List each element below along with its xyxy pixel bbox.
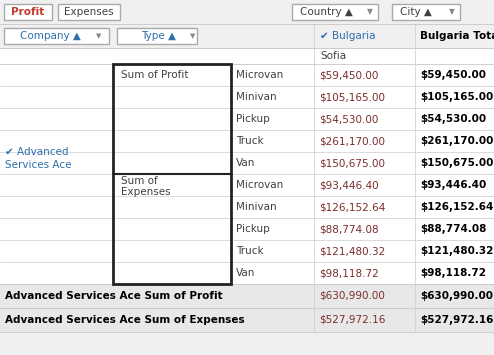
Text: $121,480.32: $121,480.32 — [319, 246, 385, 256]
Bar — [0, 308, 494, 332]
Text: $59,450.00: $59,450.00 — [420, 70, 486, 80]
Text: ✔ Bulgaria: ✔ Bulgaria — [320, 31, 375, 41]
Text: $105,165.00: $105,165.00 — [420, 92, 493, 102]
Text: $98,118.72: $98,118.72 — [420, 268, 486, 278]
Text: Expenses: Expenses — [121, 187, 170, 197]
Text: Advanced Services Ace Sum of Expenses: Advanced Services Ace Sum of Expenses — [5, 315, 245, 325]
Text: $88,774.08: $88,774.08 — [420, 224, 487, 234]
Text: City ▲: City ▲ — [400, 7, 432, 17]
Text: $93,446.40: $93,446.40 — [319, 180, 378, 190]
Text: Minivan: Minivan — [236, 202, 277, 212]
Bar — [4, 4, 52, 20]
Text: $105,165.00: $105,165.00 — [319, 92, 385, 102]
Bar — [58, 4, 120, 20]
Bar — [392, 4, 460, 20]
Text: $54,530.00: $54,530.00 — [319, 114, 378, 124]
Text: $59,450.00: $59,450.00 — [319, 70, 378, 80]
Text: $261,170.00: $261,170.00 — [319, 136, 385, 146]
Text: Type ▲: Type ▲ — [141, 31, 176, 41]
Text: $150,675.00: $150,675.00 — [319, 158, 385, 168]
Text: Sum of: Sum of — [121, 176, 158, 186]
Text: Pickup: Pickup — [236, 224, 270, 234]
Text: $150,675.00: $150,675.00 — [420, 158, 494, 168]
Text: Minivan: Minivan — [236, 92, 277, 102]
Text: ▼: ▼ — [190, 33, 196, 39]
Text: Country ▲: Country ▲ — [300, 7, 353, 17]
Text: Sofia: Sofia — [320, 51, 346, 61]
Text: $126,152.64: $126,152.64 — [420, 202, 494, 212]
Bar — [0, 284, 494, 308]
Text: Profit: Profit — [11, 7, 44, 17]
Text: $98,118.72: $98,118.72 — [319, 268, 379, 278]
Text: $93,446.40: $93,446.40 — [420, 180, 486, 190]
Text: Bulgaria Total: Bulgaria Total — [420, 31, 494, 41]
Text: $261,170.00: $261,170.00 — [420, 136, 494, 146]
Text: ▼: ▼ — [449, 7, 455, 16]
Text: Microvan: Microvan — [236, 180, 283, 190]
Bar — [0, 24, 494, 48]
Text: $54,530.00: $54,530.00 — [420, 114, 486, 124]
Text: Expenses: Expenses — [64, 7, 114, 17]
Text: Pickup: Pickup — [236, 114, 270, 124]
Text: Microvan: Microvan — [236, 70, 283, 80]
Text: Services Ace: Services Ace — [5, 160, 72, 170]
Bar — [4, 28, 109, 44]
Text: $527,972.16: $527,972.16 — [319, 315, 385, 325]
Text: Company ▲: Company ▲ — [20, 31, 81, 41]
Text: ▼: ▼ — [96, 33, 102, 39]
Text: $88,774.08: $88,774.08 — [319, 224, 378, 234]
Text: ▼: ▼ — [367, 7, 373, 16]
Bar — [0, 48, 494, 64]
Text: Sum of Profit: Sum of Profit — [121, 70, 189, 80]
Text: Truck: Truck — [236, 136, 264, 146]
Text: $126,152.64: $126,152.64 — [319, 202, 385, 212]
Text: $630,990.00: $630,990.00 — [319, 291, 385, 301]
Text: $527,972.16: $527,972.16 — [420, 315, 494, 325]
Text: $630,990.00: $630,990.00 — [420, 291, 493, 301]
Bar — [0, 64, 494, 284]
Text: $121,480.32: $121,480.32 — [420, 246, 494, 256]
Text: Van: Van — [236, 158, 255, 168]
Bar — [117, 28, 197, 44]
Text: Truck: Truck — [236, 246, 264, 256]
Text: Van: Van — [236, 268, 255, 278]
Text: ✔ Advanced: ✔ Advanced — [5, 147, 69, 157]
Text: Advanced Services Ace Sum of Profit: Advanced Services Ace Sum of Profit — [5, 291, 223, 301]
Bar — [0, 0, 494, 24]
Bar — [292, 4, 378, 20]
Bar — [113, 64, 231, 284]
